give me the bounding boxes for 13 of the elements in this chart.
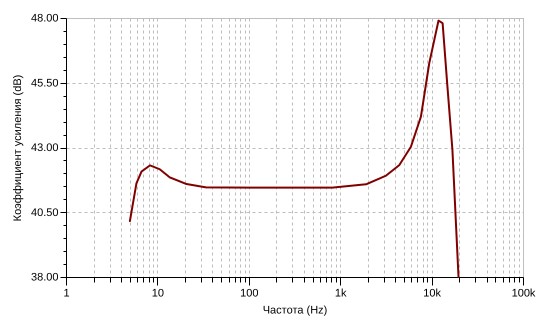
x-tick-label: 10k	[423, 288, 442, 300]
x-tick-label: 1	[63, 288, 70, 300]
y-tick-label: 40.50	[30, 206, 58, 219]
x-tick-label: 1k	[334, 288, 348, 300]
y-tick-label: 38.00	[30, 272, 58, 284]
x-axis-title: Частота (Hz)	[262, 304, 328, 316]
x-tick-label: 10	[152, 288, 164, 300]
y-tick-label: 48.00	[30, 12, 58, 24]
x-tick-label: 100k	[512, 288, 536, 300]
x-tick-label: 100	[240, 288, 258, 300]
y-axis-title: Коэффициент усиления (dB)	[12, 74, 24, 222]
y-tick-label: 43.00	[30, 142, 58, 154]
y-tick-label: 45.50	[30, 77, 58, 90]
